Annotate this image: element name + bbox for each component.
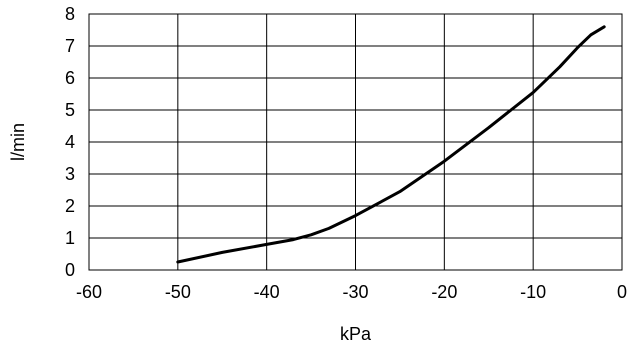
y-tick-label: 6: [65, 68, 75, 88]
plot-frame: [88, 13, 623, 271]
y-tick-label: 3: [65, 164, 75, 184]
x-tick-label: -30: [342, 282, 368, 302]
y-tick-label: 5: [65, 100, 75, 120]
y-tick-label: 0: [65, 260, 75, 280]
y-tick-label: 1: [65, 228, 75, 248]
y-tick-label: 4: [65, 132, 75, 152]
x-tick-label: -40: [254, 282, 280, 302]
x-tick-label: -10: [520, 282, 546, 302]
y-axis-ticks: 0 1 2 3 4 5 6 7 8: [65, 4, 75, 280]
y-axis-label: l/min: [8, 123, 28, 161]
series-line-0: [176, 25, 606, 264]
x-tick-label: -50: [165, 282, 191, 302]
series-group: [176, 25, 606, 264]
x-tick-label: -20: [431, 282, 457, 302]
y-tick-label: 2: [65, 196, 75, 216]
y-tick-label: 7: [65, 36, 75, 56]
x-tick-label: 0: [617, 282, 627, 302]
y-tick-label: 8: [65, 4, 75, 24]
grid: [88, 13, 623, 271]
x-tick-label: -60: [76, 282, 102, 302]
x-axis-ticks: -60 -50 -40 -30 -20 -10 0: [76, 282, 627, 302]
x-axis-label: kPa: [340, 324, 372, 344]
